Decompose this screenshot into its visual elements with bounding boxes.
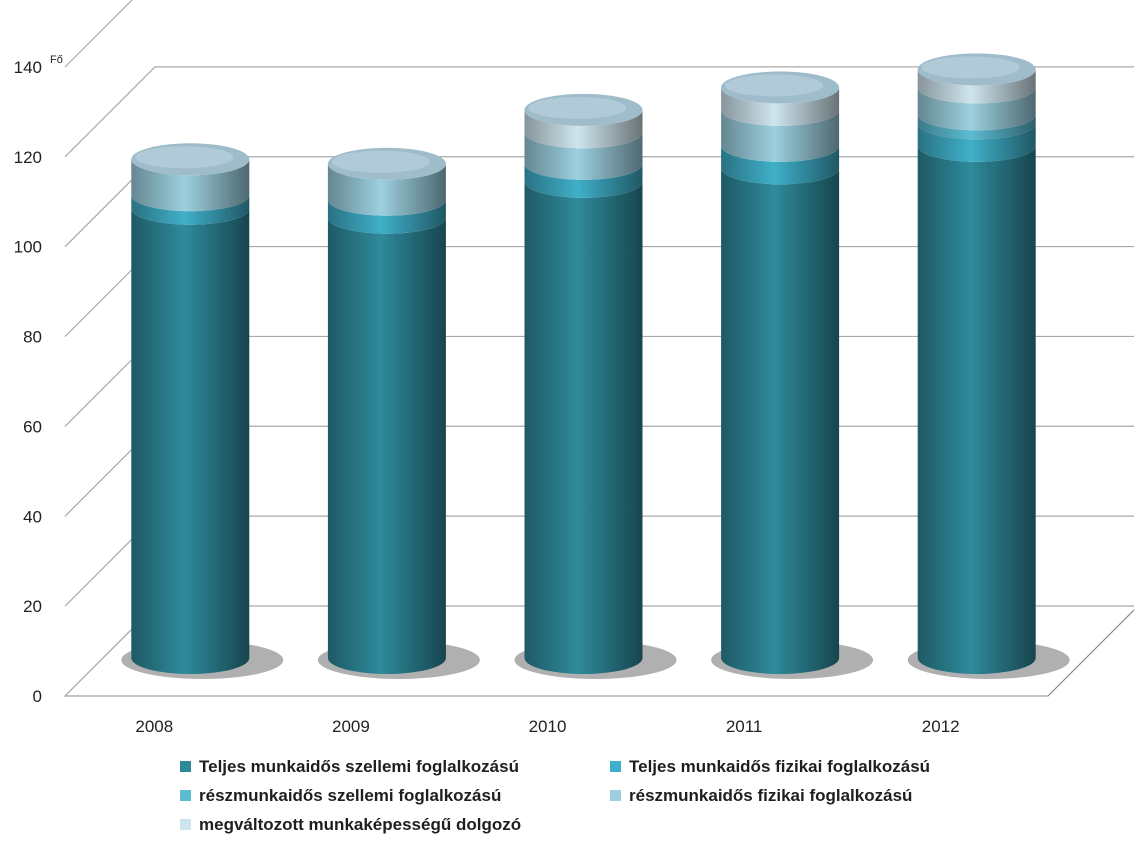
- bar-segment: [721, 87, 840, 126]
- bar-top-highlight: [331, 150, 430, 173]
- bar-segment: [327, 217, 446, 674]
- y-tick-label: 120: [14, 148, 42, 167]
- legend-item: részmunkaidős fizikai foglalkozású: [610, 786, 912, 806]
- bar-segment: [524, 163, 643, 198]
- bar-2012: [917, 53, 1036, 675]
- y-unit-label: Fő: [50, 54, 63, 66]
- legend-row: megváltozott munkaképességű dolgozó: [180, 810, 1080, 839]
- bar-segment: [917, 87, 1036, 131]
- bar-2008: [131, 143, 250, 674]
- bar-segment: [721, 109, 840, 162]
- legend-label: részmunkaidős fizikai foglalkozású: [629, 785, 913, 805]
- legend-item: Teljes munkaidős szellemi foglalkozású: [180, 757, 610, 777]
- bar-segment: [917, 123, 1036, 162]
- legend-label: Teljes munkaidős fizikai foglalkozású: [629, 756, 931, 776]
- legend-item: megváltozott munkaképességű dolgozó: [180, 815, 610, 835]
- bar-top-highlight: [921, 56, 1020, 79]
- x-tick-label: 2010: [529, 717, 567, 736]
- y-tick-label: 20: [23, 597, 42, 616]
- bar-segment: [327, 199, 446, 234]
- legend-label: részmunkaidős szellemi foglalkozású: [199, 785, 502, 805]
- legend-row: részmunkaidős szellemi foglalkozású rész…: [180, 781, 1080, 810]
- y-tick-label: 100: [14, 238, 42, 257]
- bar-segment: [917, 69, 1036, 104]
- legend-swatch: [180, 761, 191, 772]
- bar-segment: [524, 132, 643, 180]
- bar-2010: [524, 93, 643, 674]
- bar-segment: [131, 195, 250, 225]
- bar-segment: [524, 109, 643, 149]
- legend-swatch: [610, 790, 621, 801]
- bar-segment: [524, 181, 643, 674]
- legend-row: Teljes munkaidős szellemi foglalkozású T…: [180, 752, 1080, 781]
- legend-label: megváltozott munkaképességű dolgozó: [199, 814, 522, 834]
- floor-edge: [1047, 609, 1134, 697]
- bar-segment: [327, 163, 446, 216]
- bar-segment: [917, 114, 1036, 140]
- bar-segment: [721, 168, 840, 674]
- bar-segment: [917, 145, 1036, 675]
- bars: [131, 53, 1036, 675]
- bar-segment: [721, 145, 840, 185]
- legend-swatch: [610, 761, 621, 772]
- x-tick-label: 2011: [726, 717, 763, 736]
- x-tick-label: 2012: [922, 717, 960, 736]
- y-tick-label: 0: [33, 687, 42, 706]
- legend-swatch: [180, 819, 191, 830]
- bar-2009: [327, 147, 446, 674]
- bar-top-highlight: [528, 96, 627, 119]
- gridline-depth: [64, 66, 156, 158]
- bar-segment: [131, 208, 250, 674]
- axis-labels: 0 20 40 60 80 100 120 140 Fő 2008 2009 2010 2011 2012: [14, 54, 960, 736]
- legend-item: részmunkaidős szellemi foglalkozású: [180, 786, 610, 806]
- legend-label: Teljes munkaidős szellemi foglalkozású: [199, 756, 519, 776]
- bar-top-highlight: [725, 74, 824, 97]
- legend-item: Teljes munkaidős fizikai foglalkozású: [610, 757, 930, 777]
- x-tick-label: 2008: [135, 717, 173, 736]
- legend: Teljes munkaidős szellemi foglalkozású T…: [180, 752, 1080, 839]
- y-tick-label: 40: [23, 507, 42, 526]
- x-tick-label: 2009: [332, 717, 370, 736]
- y-tick-label: 80: [23, 328, 42, 347]
- y-tick-label: 60: [23, 417, 42, 436]
- legend-swatch: [180, 790, 191, 801]
- bar-2011: [721, 71, 840, 674]
- y-tick-label: 140: [14, 58, 42, 77]
- bar-top-highlight: [135, 146, 234, 169]
- gridline-depth: [64, 0, 133, 68]
- bar-segment: [131, 159, 250, 212]
